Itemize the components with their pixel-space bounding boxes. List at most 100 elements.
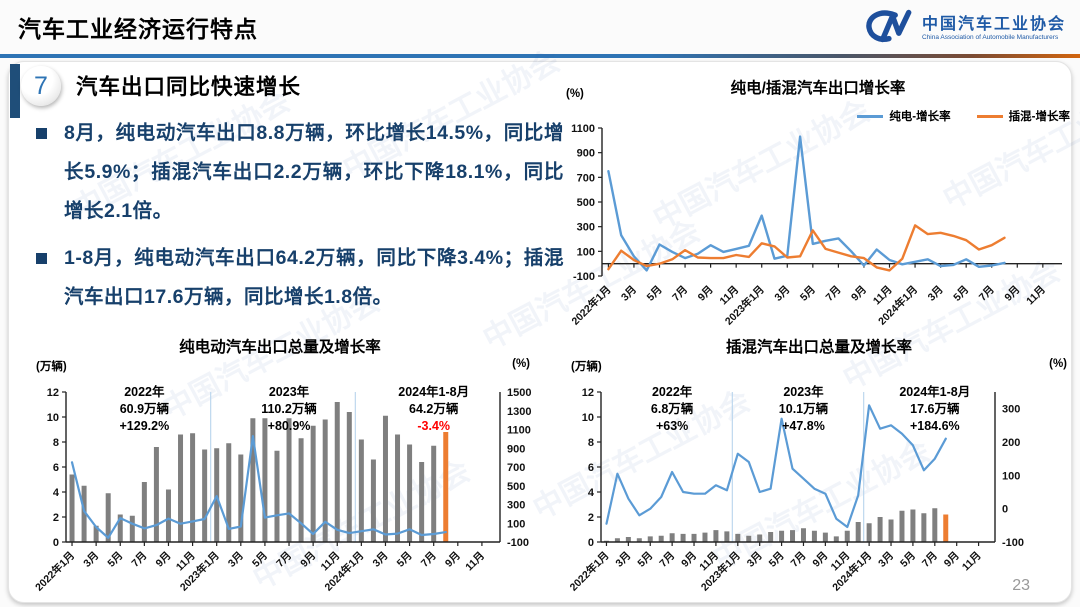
y-axis-unit-left: (万辆) (36, 361, 67, 373)
header-divider (0, 54, 1080, 58)
bar (190, 433, 196, 542)
y-tick-label: 12 (47, 387, 59, 399)
y-tick-label: 500 (577, 197, 595, 209)
bar (238, 454, 244, 542)
section-title: 汽车出口同比快速增长 (76, 75, 302, 99)
x-tick-label: 3月 (226, 550, 246, 570)
x-tick-label: 9月 (1002, 284, 1022, 304)
x-tick-label: 2022年1月 (567, 549, 612, 594)
bar (800, 528, 806, 542)
bar (691, 533, 697, 542)
bar (250, 418, 256, 542)
x-tick-label: 5月 (951, 284, 971, 304)
x-tick-label: 9月 (696, 284, 716, 304)
chart-bev-export-total-and-growth: 纯电动汽车出口总量及增长率 (万辆) (%) 12 10 8 6 4 2 0 1500 1300… (28, 330, 532, 604)
bullet-text: 1-8月，纯电动汽车出口64.2万辆，同比下降3.4%；插混汽车出口17.6万辆… (64, 247, 564, 308)
bullet-square-icon (36, 253, 47, 264)
bar (625, 537, 631, 542)
x-tick-label: 3月 (81, 550, 101, 570)
bullet-text: 8月，纯电动汽车出口8.8万辆，环比增长14.5%，同比增长5.9%；插混汽车出… (64, 122, 564, 222)
section-number-badge: 7 (21, 66, 61, 106)
bar (855, 522, 861, 542)
bullet-list: 8月，纯电动汽车出口8.8万辆，环比增长14.5%，同比增长5.9%；插混汽车出… (34, 114, 564, 325)
annotation-line: 64.2万辆 (409, 401, 459, 416)
bar (910, 509, 916, 542)
bar (298, 438, 304, 542)
bullet-item: 8月，纯电动汽车出口8.8万辆，环比增长14.5%，同比增长5.9%；插混汽车出… (34, 114, 564, 231)
annotation-line: 2022年 (124, 385, 165, 399)
logo-org-name-cn: 中国汽车工业协会 (921, 15, 1066, 33)
bar (310, 425, 316, 542)
bar (358, 439, 364, 542)
line-series (607, 135, 1006, 272)
caam-logo-text: 中国汽车工业协会 China Association of Automobile… (922, 16, 1066, 42)
annotation-line: 10.1万辆 (778, 401, 829, 416)
x-tick-label: 2022年1月 (32, 549, 77, 594)
annotation-line: 2024年1-8月 (398, 385, 470, 399)
y-tick-label: 300 (1002, 404, 1020, 416)
bar (921, 513, 927, 542)
bar (334, 402, 340, 542)
x-tick-label: 9月 (154, 550, 174, 570)
x-tick-label: 3月 (613, 550, 633, 570)
bar (141, 482, 147, 542)
bar (757, 534, 763, 542)
chart-title: 纯电/插混汽车出口增长率 (730, 80, 906, 97)
line-series (70, 434, 447, 539)
bar (680, 533, 686, 542)
y-tick-label: 700 (507, 462, 525, 474)
bar (346, 412, 352, 542)
annotation-line: 60.9万辆 (119, 401, 170, 416)
y-tick-label: 100 (1002, 470, 1020, 482)
y-tick-label: 10 (47, 412, 59, 424)
bullet-item: 1-8月，纯电动汽车出口64.2万辆，同比下降3.4%；插混汽车出口17.6万辆… (34, 239, 564, 317)
bar (614, 538, 620, 542)
content-card (8, 61, 1072, 603)
page-number: 23 (1012, 577, 1030, 594)
y-tick-label: 6 (588, 462, 594, 474)
chart-phev-export-total-and-growth: 插混汽车出口总量及增长率 (万辆) (%) 12 10 8 6 4 2 0 300 200 100… (563, 330, 1075, 604)
annotation-line: -3.4% (417, 418, 451, 433)
chart-annotation: 2023年 10.1万辆 +47.8% (728, 384, 878, 435)
x-tick-label: 11月 (960, 550, 984, 574)
y-tick-label: 2 (588, 512, 594, 524)
x-tick-label: 7月 (823, 284, 843, 304)
y-tick-label: 0 (588, 537, 594, 549)
bar (395, 434, 401, 542)
y-tick-label: 100 (577, 246, 595, 258)
bar (370, 459, 376, 542)
x-tick-label: 9月 (849, 284, 869, 304)
annotation-line: +47.8% (782, 418, 825, 433)
x-tick-label: 5月 (767, 550, 787, 570)
chart-annotation: 2022年 60.9万辆 +129.2% (69, 384, 219, 435)
bar (443, 432, 449, 542)
y-tick-label: 0 (53, 537, 59, 549)
annotation-line: +184.6% (909, 418, 960, 433)
page-title: 汽车工业经济运行特点 (18, 16, 258, 42)
chart-annotation: 2023年 110.2万辆 +80.9% (214, 384, 364, 435)
x-tick-label: 7月 (657, 550, 677, 570)
bar (702, 532, 708, 542)
bar (407, 444, 413, 542)
bar (932, 508, 938, 542)
x-tick-label: 3月 (772, 284, 792, 304)
x-tick-label: 2022年1月 (569, 283, 614, 328)
y-tick-label: 900 (577, 148, 595, 160)
x-tick-label: 7月 (977, 284, 997, 304)
bar (419, 462, 425, 542)
bar (724, 531, 730, 542)
y-axis-unit: (%) (566, 88, 584, 100)
annotation-line: 6.8万辆 (650, 401, 694, 416)
bar (735, 533, 741, 542)
bar (431, 445, 437, 542)
bar (899, 510, 905, 542)
y-tick-label: 1300 (507, 406, 531, 418)
y-tick-label: 900 (507, 443, 525, 455)
annotation-line: +80.9% (267, 418, 311, 433)
x-tick-label: 7月 (920, 550, 940, 570)
chart-ev-phev-export-growth-rate: 纯电/插混汽车出口增长率 (%) 纯电-增长率 插混-增长率 1100 900 70… (560, 64, 1076, 328)
combo-chart-canvas: 12 10 8 6 4 2 0 1500 1300 1100 900 700 500 300 100 -100… (32, 387, 531, 594)
legend-label-bev: 纯电-增长率 (889, 111, 951, 123)
chart-annotation: 2024年1-8月 64.2万辆 -3.4% (359, 384, 509, 435)
